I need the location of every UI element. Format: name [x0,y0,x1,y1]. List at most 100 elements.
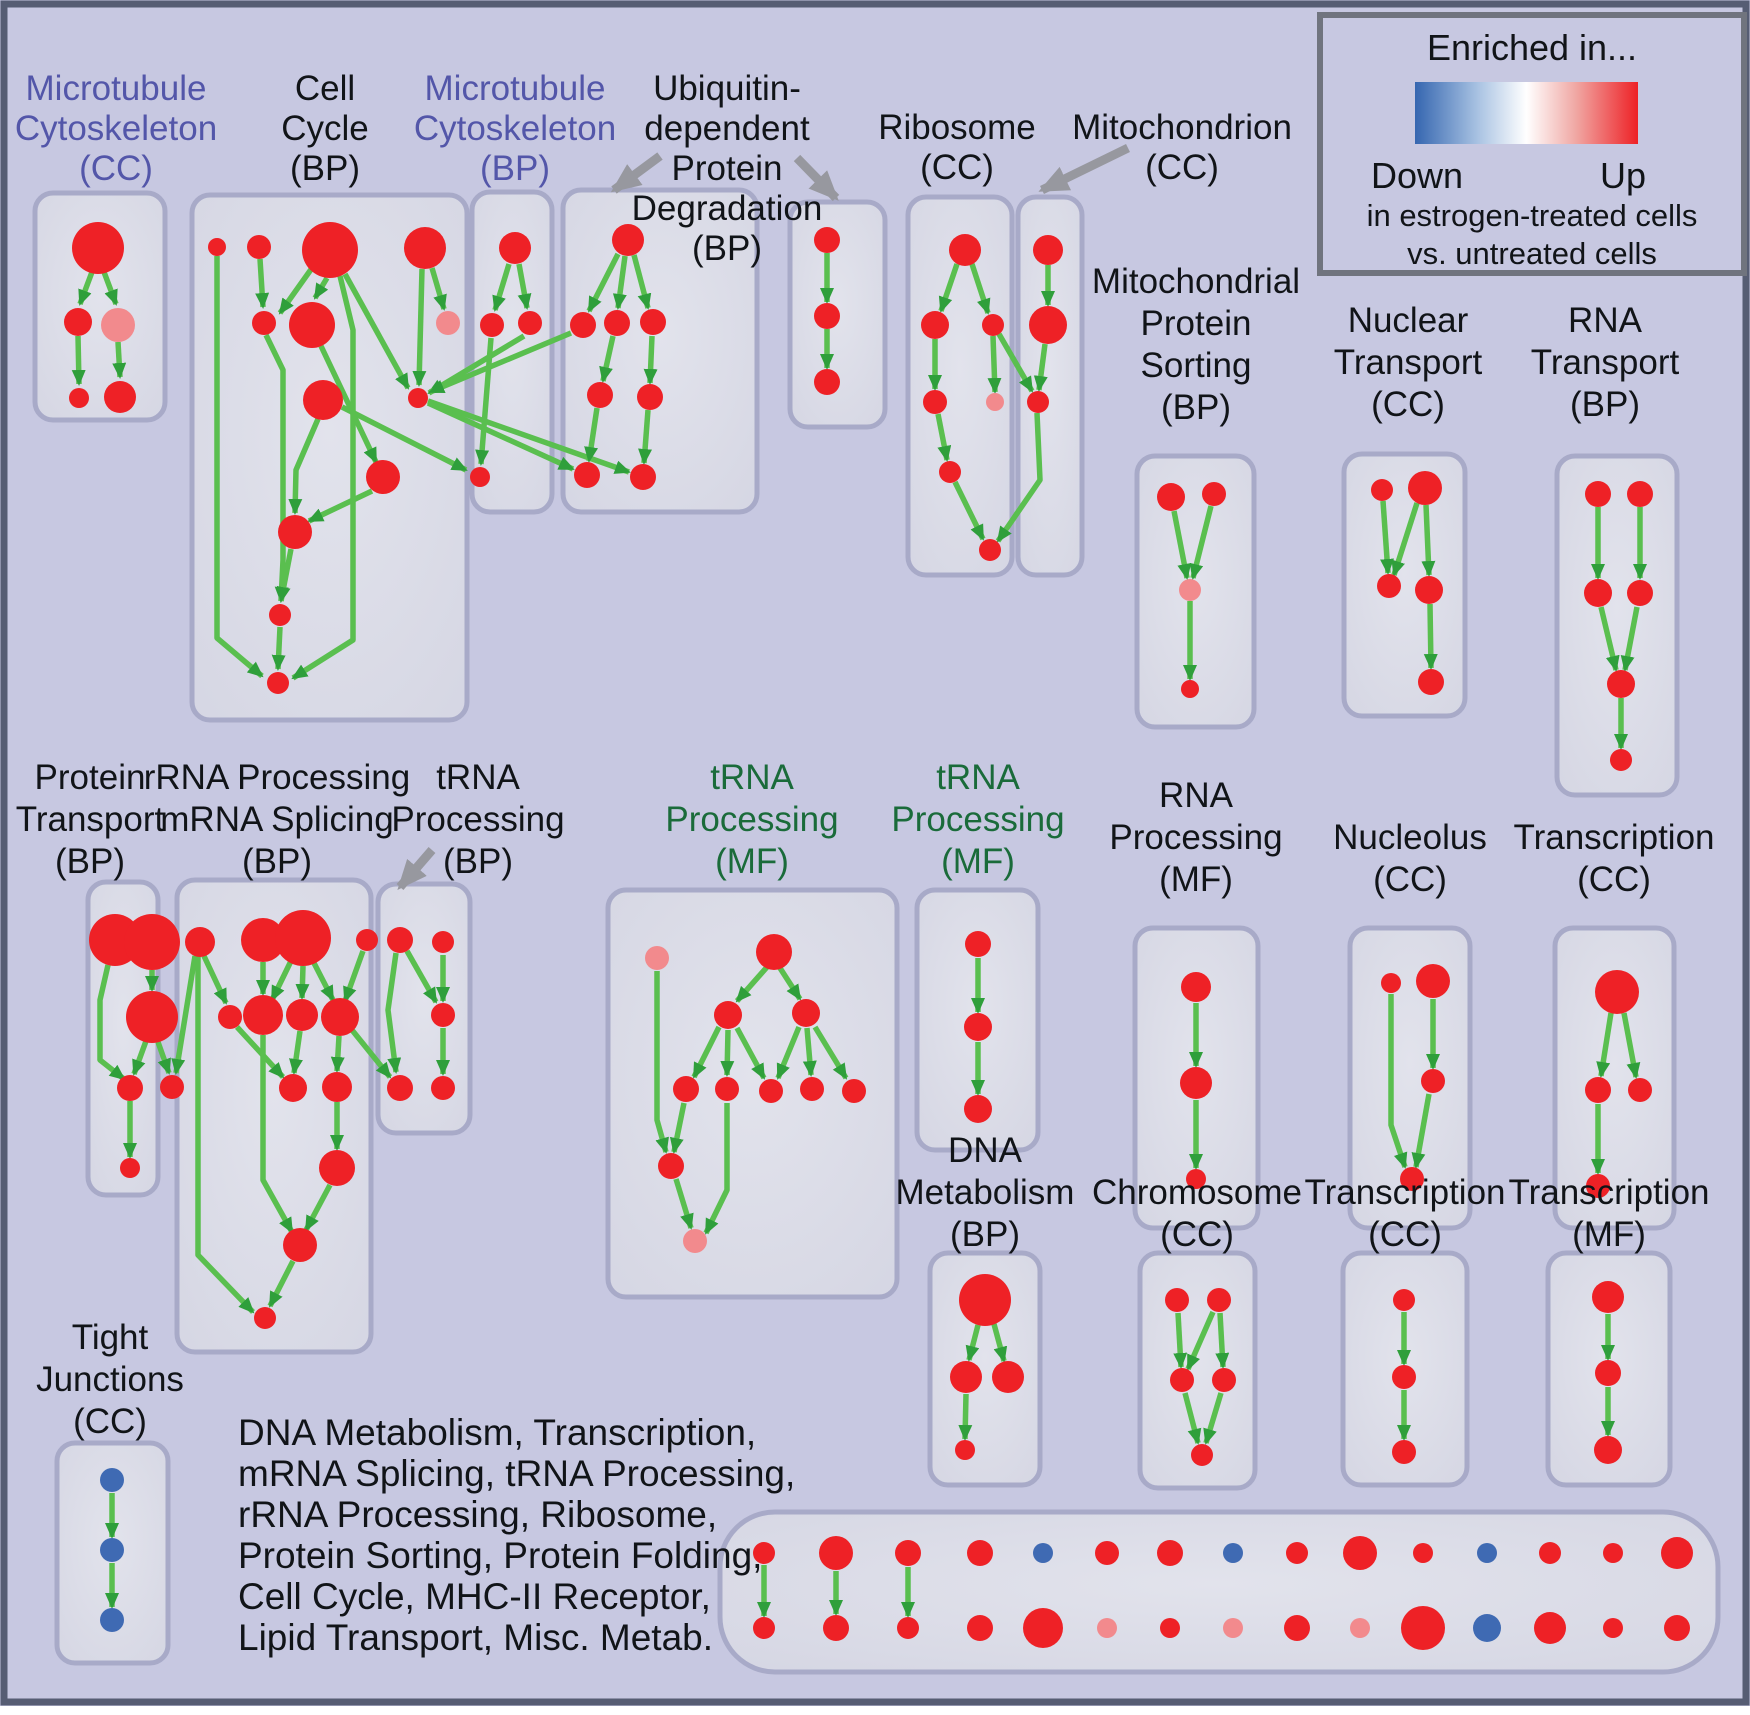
hierarchy-edge [303,1183,333,1232]
go-term-node [1033,235,1063,265]
go-term-node [470,467,490,487]
category-label: (MF) [1159,860,1233,899]
category-label: Ribosome [878,108,1036,147]
category-label: (BP) [443,842,513,881]
hierarchy-edge [1621,1012,1641,1079]
go-term-node [1607,670,1635,698]
category-label: Cytoskeleton [414,109,616,148]
box-rna-transport [1554,453,1680,798]
hierarchy-edge [429,267,447,311]
go-term-node [243,995,283,1035]
hierarchy-edge [255,258,270,309]
go-term-node [992,1361,1024,1393]
go-term-node [1393,1289,1415,1311]
category-label: (BP) [950,1215,1020,1254]
go-term-node [1286,1542,1308,1564]
go-term-node [480,313,504,337]
go-term-node [254,1307,276,1329]
go-term-node [1157,483,1185,511]
go-term-node [1179,579,1201,601]
legend-up-label: Up [1600,155,1646,196]
go-term-node [637,384,663,410]
go-term-node [247,235,271,259]
category-label: (CC) [1371,385,1445,424]
go-term-node [715,1077,739,1101]
category-label: tRNA [936,758,1020,797]
go-term-node [1377,574,1401,598]
category-label: Transcription [1509,1173,1710,1212]
go-term-node [1421,1069,1445,1093]
category-label: RNA [1568,301,1643,340]
go-term-node [302,222,358,278]
go-term-node [408,388,428,408]
go-term-node [574,462,600,488]
hierarchy-edge [291,275,356,681]
go-term-node [1381,973,1401,993]
hierarchy-edge [777,966,803,1001]
go-term-node [432,931,454,953]
hierarchy-edge [276,548,294,603]
footer-category-list-line: mRNA Splicing, tRNA Processing, [238,1453,795,1494]
legend-gradient-bar [1415,82,1638,144]
go-term-node [431,1003,455,1027]
go-term-node [753,1617,775,1639]
go-term-node [1418,669,1444,695]
hierarchy-edge [669,1102,687,1154]
hierarchy-edge [802,1027,817,1077]
go-term-node [1023,1608,1063,1648]
go-term-node [959,1274,1011,1326]
category-label: DNA [948,1131,1023,1170]
category-label: Chromosome [1092,1173,1302,1212]
go-term-node [1664,1615,1690,1641]
go-term-node [1539,1542,1561,1564]
go-term-node [289,302,335,348]
go-term-node [1594,1436,1622,1464]
hierarchy-edge [654,971,669,1154]
category-label: Microtubule [26,69,207,108]
go-term-node [1097,1618,1117,1638]
go-term-node [499,232,531,264]
hierarchy-edge [812,1025,849,1080]
go-term-node [1170,1368,1194,1392]
hierarchy-edge [271,626,286,671]
category-label: RNA [1159,776,1234,815]
go-term-node [1627,481,1653,507]
category-label: Processing [665,800,838,839]
go-term-node [612,224,644,256]
category-label: (BP) [55,842,125,881]
hierarchy-edge [340,404,468,473]
go-term-node [64,308,92,336]
go-term-node [1160,1618,1180,1638]
go-term-node [895,1540,921,1566]
legend: Enriched in... Down Up in estrogen-treat… [1317,12,1747,276]
hierarchy-edge [599,335,616,383]
hierarchy-edge [952,480,986,541]
hierarchy-edge [1411,1093,1432,1169]
go-term-node [604,310,630,336]
category-label: Cell [295,69,355,108]
hierarchy-edge [1421,504,1436,577]
category-label: Junctions [36,1360,184,1399]
category-label: Nuclear [1348,301,1469,340]
category-label: (MF) [941,842,1015,881]
hierarchy-edge [260,1035,295,1234]
go-term-node [1661,1537,1693,1569]
hierarchy-edge [703,1103,730,1235]
hierarchy-edge [612,255,628,310]
go-term-node [126,991,178,1043]
hierarchy-edge [234,1025,286,1079]
go-term-node [1392,1365,1416,1389]
category-label: Transcription [1305,1173,1506,1212]
hierarchy-edge [288,417,321,515]
go-term-node [1627,580,1653,606]
hierarchy-edge [969,263,991,315]
go-term-node [241,918,285,962]
go-term-node [185,927,215,957]
hierarchy-edge [1215,1312,1230,1369]
go-term-node [965,931,991,957]
go-term-node [1595,1360,1621,1386]
go-term-node [366,460,400,494]
hierarchy-edge [1173,1312,1188,1369]
